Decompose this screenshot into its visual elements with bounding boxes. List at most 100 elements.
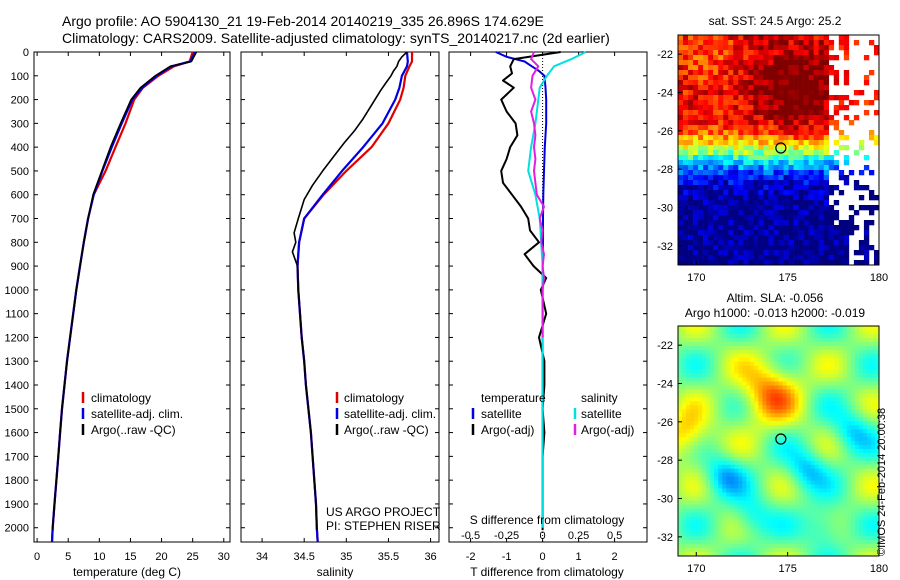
sla-cell	[774, 429, 779, 434]
sst-cell	[828, 40, 835, 46]
sla-cell	[690, 349, 695, 355]
sla-cell	[710, 353, 715, 359]
sst-cell	[763, 195, 769, 201]
sla-cell	[754, 365, 759, 370]
sst-cell	[808, 210, 814, 216]
sst-cell	[823, 250, 830, 256]
sla-cell	[806, 520, 811, 525]
sla-cell	[834, 504, 840, 509]
sla-cell	[786, 409, 791, 414]
sla-cell	[778, 524, 783, 529]
sst-cell	[773, 115, 779, 121]
sla-cell	[718, 401, 723, 406]
sla-cell	[702, 405, 707, 410]
sla-cell	[762, 540, 767, 545]
sst-cell	[808, 230, 814, 236]
sla-cell	[746, 552, 751, 557]
sla-cell	[738, 341, 743, 347]
sla-cell	[842, 528, 848, 533]
sst-cell	[783, 100, 789, 106]
sla-cell	[814, 401, 819, 406]
sst-cell	[813, 235, 819, 241]
sla-cell	[874, 409, 880, 414]
sst-cell	[823, 190, 830, 196]
sla-cell	[678, 464, 683, 470]
sla-cell	[706, 460, 711, 466]
sla-cell	[750, 444, 755, 450]
sla-cell	[834, 441, 840, 446]
sla-cell	[702, 464, 707, 470]
sst-cell	[843, 180, 850, 186]
sla-cell	[682, 393, 687, 398]
sla-cell	[762, 353, 767, 359]
sst-cell	[698, 40, 704, 46]
sst-cell	[753, 225, 759, 231]
x-tick-label: 10	[93, 551, 105, 563]
sla-cell	[722, 456, 727, 462]
sla-cell	[814, 520, 819, 525]
sla-cell	[718, 508, 723, 513]
sst-cell	[678, 200, 684, 206]
sla-cell	[822, 381, 828, 386]
sla-cell	[798, 548, 803, 553]
sla-cell	[766, 349, 771, 355]
sst-cell	[778, 90, 784, 96]
sla-cell	[822, 532, 828, 537]
sst-cell	[768, 155, 774, 161]
sst-cell	[813, 240, 819, 246]
sst-cell	[803, 220, 809, 226]
sla-cell	[730, 365, 735, 370]
sla-cell	[718, 381, 723, 386]
sla-cell	[702, 496, 707, 501]
sla-cell	[746, 456, 751, 462]
sla-cell	[690, 357, 695, 362]
sla-cell	[730, 345, 735, 351]
sla-cell	[714, 496, 719, 501]
sla-cell	[862, 441, 868, 446]
sla-cell	[742, 512, 747, 517]
sla-cell	[722, 333, 727, 339]
sla-cell	[866, 385, 872, 390]
sla-cell	[834, 488, 840, 493]
x-tick-label: 15	[124, 551, 136, 563]
sla-cell	[758, 524, 763, 529]
sla-cell	[770, 528, 775, 533]
sla-cell	[842, 444, 848, 450]
sla-cell	[714, 444, 719, 450]
sla-cell	[794, 341, 799, 347]
sst-cell	[778, 95, 784, 101]
sla-cell	[734, 429, 739, 434]
sst-cell	[768, 125, 774, 131]
sst-cell	[688, 65, 694, 71]
sst-cell	[863, 255, 870, 261]
sla-cell	[870, 389, 876, 394]
sla-cell	[874, 468, 880, 474]
sst-cell	[688, 105, 694, 111]
sla-cell	[818, 552, 824, 557]
sst-cell	[763, 60, 769, 66]
sst-cell	[773, 250, 779, 256]
sla-cell	[858, 480, 864, 485]
sla-cell	[826, 405, 832, 410]
sla-cell	[710, 337, 715, 343]
sst-cell	[703, 215, 709, 221]
sla-cell	[678, 441, 683, 446]
sla-cell	[806, 365, 811, 370]
sla-cell	[746, 393, 751, 398]
sla-cell	[842, 548, 848, 553]
sla-cell	[750, 472, 755, 477]
sla-cell	[874, 437, 880, 442]
sst-cell	[728, 90, 734, 96]
sst-cell	[823, 95, 830, 101]
sla-cell	[866, 337, 872, 343]
sla-cell	[870, 397, 876, 402]
map-x-tick-label: 175	[778, 563, 796, 575]
sla-cell	[854, 460, 860, 466]
sst-cell	[773, 255, 779, 261]
sla-cell	[790, 365, 795, 370]
sst-cell	[818, 175, 825, 181]
sst-cell	[793, 180, 799, 186]
sst-cell	[693, 185, 699, 191]
sla-cell	[866, 365, 872, 370]
sla-cell	[814, 444, 819, 450]
